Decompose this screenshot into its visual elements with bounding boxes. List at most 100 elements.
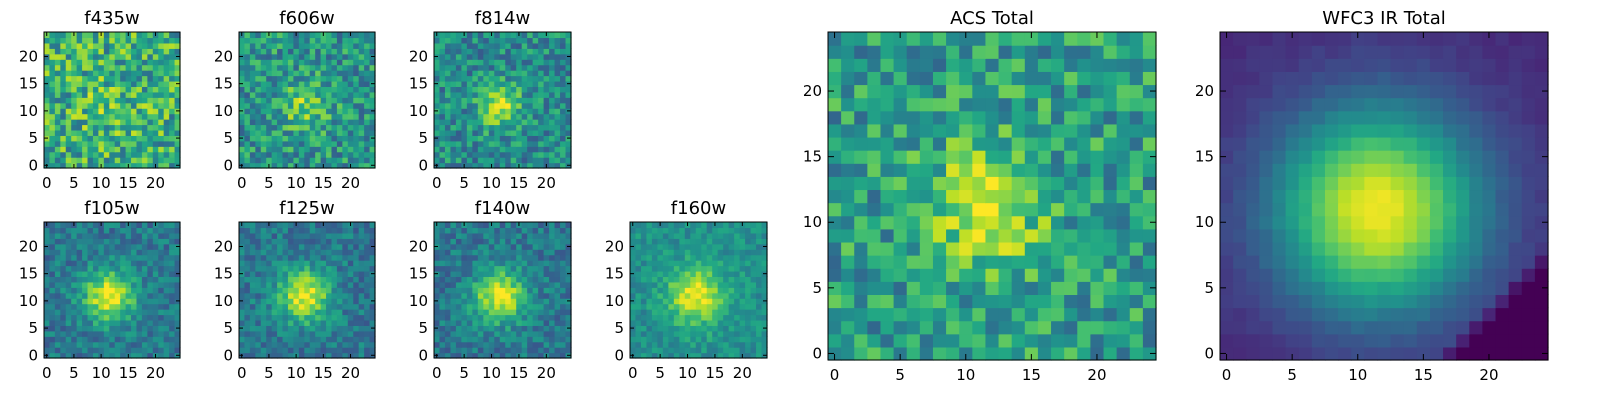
heatmap-cell — [828, 215, 842, 230]
heatmap-cell — [174, 91, 181, 98]
heatmap-cell — [560, 42, 567, 49]
heatmap-cell — [455, 113, 462, 120]
heatmap-cell — [271, 70, 278, 77]
heatmap-cell — [304, 352, 311, 359]
heatmap-cell — [71, 270, 78, 277]
heatmap-cell — [494, 162, 501, 169]
heatmap-cell — [684, 270, 691, 277]
heatmap-cell — [510, 232, 517, 239]
heatmap-cell — [60, 70, 67, 77]
heatmap-cell — [532, 330, 539, 337]
heatmap-cell — [565, 287, 572, 294]
heatmap-cell — [701, 222, 708, 229]
heatmap-cell — [893, 281, 908, 295]
heatmap-cell — [668, 227, 675, 234]
heatmap-cell — [919, 294, 934, 309]
heatmap-cell — [554, 336, 561, 343]
heatmap-cell — [466, 157, 473, 164]
heatmap-cell — [439, 48, 446, 55]
heatmap-cell — [488, 287, 495, 294]
heatmap-cell — [109, 265, 116, 272]
heatmap-cell — [169, 48, 176, 55]
heatmap-cell — [309, 325, 316, 332]
heatmap-cell — [98, 42, 105, 49]
heatmap-cell — [60, 254, 67, 261]
heatmap-cell — [315, 341, 322, 348]
heatmap-cell — [560, 298, 567, 305]
heatmap-cell — [434, 281, 441, 288]
heatmap-cell — [455, 341, 462, 348]
heatmap-cell — [174, 124, 181, 131]
heatmap-cell — [358, 341, 365, 348]
heatmap-cell — [828, 281, 842, 295]
heatmap-cell — [136, 352, 143, 359]
heatmap-cell — [854, 268, 868, 282]
heatmap-cell — [521, 287, 528, 294]
heatmap-cell — [516, 108, 523, 115]
heatmap-cell — [309, 232, 316, 239]
heatmap-cell — [662, 325, 669, 332]
x-tick-label: 10 — [287, 364, 306, 382]
heatmap-cell — [174, 113, 181, 120]
heatmap-cell — [54, 341, 61, 348]
heatmap-cell — [483, 260, 490, 267]
heatmap-cell — [364, 102, 371, 109]
heatmap-cell — [244, 113, 251, 120]
heatmap-cell — [76, 146, 83, 153]
heatmap-cell — [679, 347, 686, 354]
heatmap-cell — [560, 276, 567, 283]
heatmap-cell — [342, 162, 349, 169]
heatmap-cell — [249, 243, 256, 250]
heatmap-cell — [538, 42, 545, 49]
heatmap-cell — [76, 222, 83, 229]
heatmap-cell — [499, 265, 506, 272]
heatmap-cell — [92, 292, 99, 299]
heatmap-cell — [287, 336, 294, 343]
heatmap-cell — [701, 265, 708, 272]
heatmap-cell — [483, 270, 490, 277]
y-tick-label: 15 — [214, 75, 233, 93]
heatmap-cell — [538, 135, 545, 142]
heatmap-cell — [369, 70, 376, 77]
heatmap-cell — [657, 319, 664, 326]
heatmap-cell — [298, 319, 305, 326]
heatmap-cell — [494, 119, 501, 126]
heatmap-cell — [635, 347, 642, 354]
heatmap-cell — [439, 260, 446, 267]
heatmap-cell — [998, 281, 1013, 295]
heatmap-cell — [488, 325, 495, 332]
x-tick-label: 20 — [341, 174, 360, 192]
heatmap-cell — [505, 146, 512, 153]
heatmap-cell — [516, 37, 523, 44]
heatmap-cell — [60, 243, 67, 250]
heatmap-cell — [174, 157, 181, 164]
heatmap-cells — [44, 222, 181, 359]
heatmap-cell — [919, 333, 934, 348]
heatmap-cell — [364, 162, 371, 169]
heatmap-cell — [260, 287, 267, 294]
heatmap-cell — [717, 238, 724, 245]
heatmap-cell — [880, 215, 895, 230]
heatmap-cell — [734, 232, 741, 239]
heatmap-cell — [336, 151, 343, 158]
heatmap-cell — [483, 91, 490, 98]
heatmap-cell — [494, 97, 501, 104]
heatmap-cell — [103, 222, 110, 229]
heatmap-cell — [244, 70, 251, 77]
heatmap-cell — [959, 189, 973, 204]
heatmap-cell — [71, 42, 78, 49]
heatmap-cell — [60, 222, 67, 229]
heatmap-cell — [315, 314, 322, 321]
heatmap-cell — [565, 48, 572, 55]
heatmap-cell — [494, 42, 501, 49]
heatmap-cell — [985, 241, 1000, 256]
heatmap-cell — [532, 48, 539, 55]
heatmap-cell — [494, 135, 501, 142]
heatmap-cell — [260, 97, 267, 104]
heatmap-cell — [439, 243, 446, 250]
heatmap-cell — [554, 119, 561, 126]
heatmap-cell — [109, 249, 116, 256]
heatmap-cell — [505, 298, 512, 305]
